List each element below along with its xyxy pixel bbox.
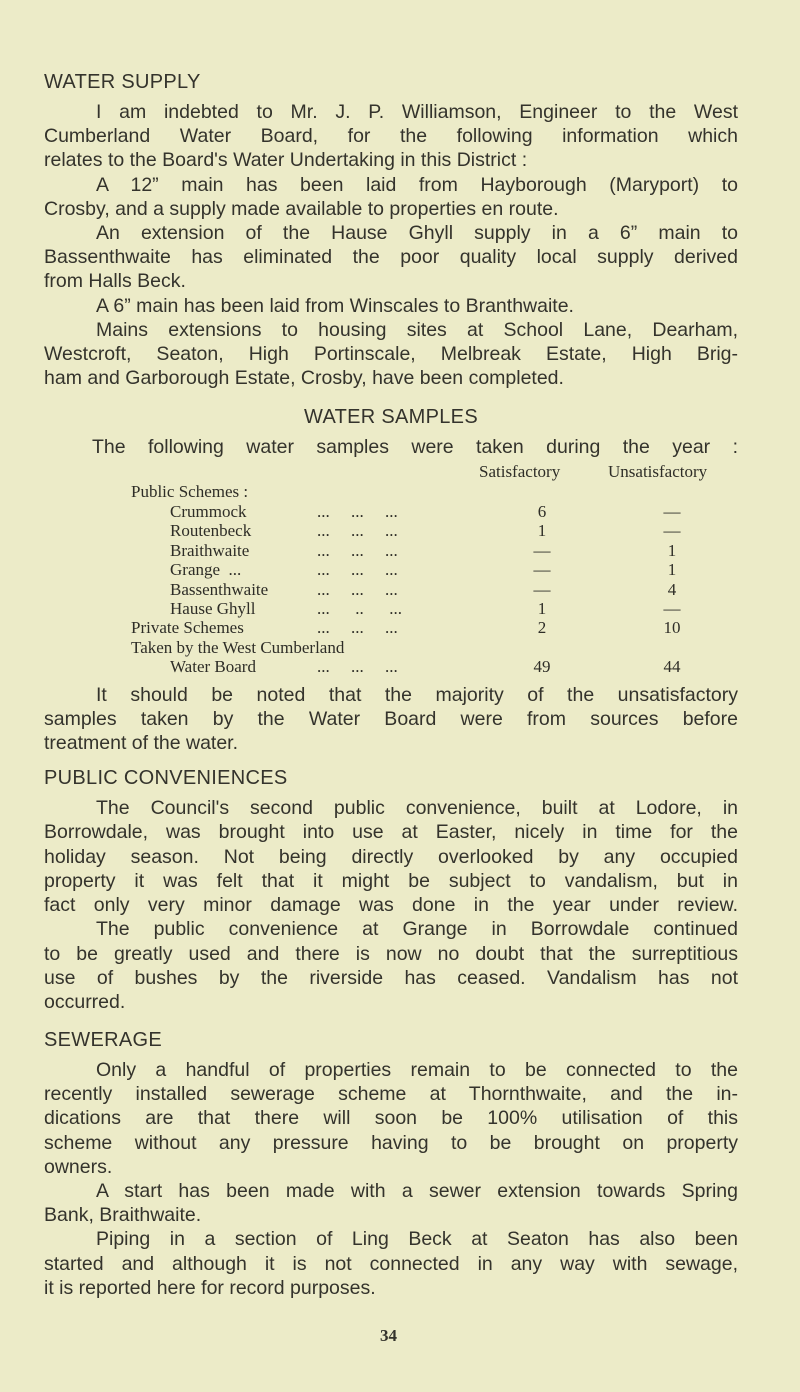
leader-dots: ... ... ...: [317, 618, 398, 637]
text-line: started and although it is not connected…: [44, 1252, 738, 1275]
text-line: An extension of the Hause Ghyll supply i…: [96, 222, 738, 244]
leader-dots: ... ... ...: [317, 657, 398, 676]
leader-dots: ... ... ...: [317, 541, 398, 560]
unsatisfactory-value: 4: [667, 580, 677, 599]
text-line: from Halls Beck.: [44, 270, 186, 293]
leader-dots: ... .. ...: [317, 599, 402, 618]
text-line: A start has been made with a sewer exten…: [96, 1180, 738, 1202]
leader-dots: ... ... ...: [317, 521, 398, 540]
text-line: property it was felt that it might be su…: [44, 869, 738, 892]
satisfactory-value: 1: [537, 599, 547, 618]
row-label: Routenbeck: [170, 521, 252, 540]
group-label-public-schemes: Public Schemes :: [131, 482, 249, 501]
column-header-satisfactory: Satisfactory: [479, 462, 561, 481]
satisfactory-value: —: [533, 580, 551, 599]
unsatisfactory-value: 1: [667, 541, 677, 560]
row-label: Braithwaite: [170, 541, 250, 560]
text-line: holiday season. Not being directly overl…: [44, 845, 738, 868]
text-line: I am indebted to Mr. J. P. Williamson, E…: [96, 101, 738, 123]
leader-dots: ... ... ...: [317, 502, 398, 521]
text-line: fact only very minor damage was done in …: [44, 894, 738, 916]
row-label: Hause Ghyll: [170, 599, 256, 618]
leader-dots: ... ... ...: [317, 580, 398, 599]
row-label: Grange ...: [170, 560, 242, 579]
text-line: Mains extensions to housing sites at Sch…: [96, 318, 738, 341]
text-line: Crosby, and a supply made available to p…: [44, 197, 559, 220]
text-line: it is reported here for record purposes.: [44, 1276, 376, 1299]
heading-water-supply: WATER SUPPLY: [44, 71, 201, 93]
row-label-board-line1: Taken by the West Cumberland: [131, 638, 345, 657]
unsatisfactory-value: —: [663, 521, 681, 540]
satisfactory-value: 1: [537, 521, 547, 540]
text-line: samples taken by the Water Board were fr…: [44, 708, 738, 730]
text-line: A 6” main has been laid from Winscales t…: [96, 294, 574, 317]
unsatisfactory-value: 10: [663, 618, 681, 637]
unsatisfactory-value: —: [663, 502, 681, 521]
text-line: Westcroft, Seaton, High Portinscale, Mel…: [44, 343, 738, 365]
text-line: A 12” main has been laid from Hayborough…: [96, 173, 738, 196]
row-label: Bassenthwaite: [170, 580, 269, 599]
text-line: owners.: [44, 1155, 113, 1178]
satisfactory-value: 2: [537, 618, 547, 637]
board-satisfactory-value: 49: [533, 657, 551, 676]
text-line: scheme without any pressure having to be…: [44, 1131, 738, 1154]
board-unsatisfactory-value: 44: [663, 657, 681, 676]
text-line: The Council's second public convenience,…: [96, 797, 738, 819]
text-line: Borrowdale, was brought into use at East…: [44, 821, 738, 844]
text-line: Piping in a section of Ling Beck at Seat…: [96, 1228, 738, 1251]
text-line: It should be noted that the majority of …: [96, 684, 738, 706]
text-line: treatment of the water.: [44, 732, 239, 754]
heading-water-samples: WATER SAMPLES: [304, 406, 478, 428]
page-number: 34: [380, 1326, 397, 1345]
unsatisfactory-value: —: [663, 599, 681, 618]
column-header-unsatisfactory: Unsatisfactory: [608, 462, 708, 481]
row-label-board-line2: Water Board: [170, 657, 256, 676]
text-line: recently installed sewerage scheme at Th…: [44, 1083, 738, 1106]
text-line: dications are that there will soon be 10…: [44, 1107, 738, 1130]
row-label: Private Schemes: [131, 618, 244, 637]
text-line: ham and Garborough Estate, Crosby, have …: [44, 367, 564, 390]
text-line: occurred.: [44, 991, 126, 1013]
text-line: to be greatly used and there is now no d…: [44, 942, 738, 965]
text-line: use of bushes by the riverside has cease…: [44, 966, 738, 989]
text-line: Cumberland Water Board, for the followin…: [44, 125, 738, 148]
water-samples-intro: The following water samples were taken d…: [92, 436, 738, 458]
text-line: relates to the Board's Water Undertaking…: [44, 149, 528, 172]
leader-dots: ... ... ...: [317, 560, 398, 579]
row-label: Crummock: [170, 502, 247, 521]
satisfactory-value: —: [533, 541, 551, 560]
text-line: Bank, Braithwaite.: [44, 1204, 202, 1227]
heading-public-conveniences: PUBLIC CONVENIENCES: [44, 767, 288, 789]
unsatisfactory-value: 1: [667, 560, 677, 579]
text-line: Bassenthwaite has eliminated the poor qu…: [44, 246, 738, 269]
heading-sewerage: SEWERAGE: [44, 1029, 162, 1051]
satisfactory-value: 6: [537, 502, 547, 521]
text-line: Only a handful of properties remain to b…: [96, 1059, 738, 1081]
text-line: The public convenience at Grange in Borr…: [96, 918, 738, 941]
satisfactory-value: —: [533, 560, 551, 579]
